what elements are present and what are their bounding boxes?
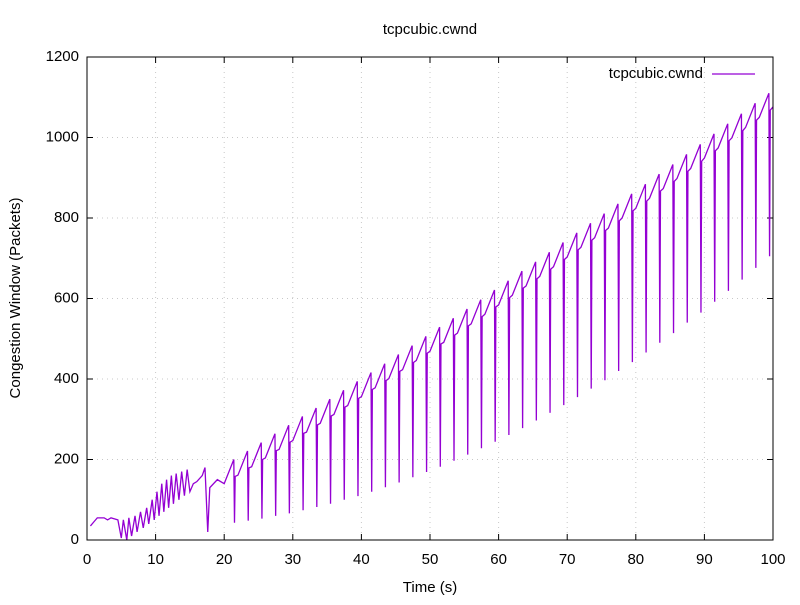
- x-tick-label: 80: [627, 551, 644, 568]
- chart-title: tcpcubic.cwnd: [383, 21, 477, 38]
- y-tick-label: 1200: [46, 48, 79, 65]
- x-tick-label: 70: [559, 551, 576, 568]
- y-tick-label: 0: [71, 531, 79, 548]
- x-tick-label: 30: [284, 551, 301, 568]
- y-tick-label: 800: [54, 209, 79, 226]
- data-line: [89, 92, 774, 541]
- y-tick-label: 1000: [46, 128, 79, 145]
- x-tick-label: 60: [490, 551, 507, 568]
- x-tick-label: 90: [696, 551, 713, 568]
- x-tick-label: 10: [147, 551, 164, 568]
- x-tick-label: 50: [422, 551, 439, 568]
- x-tick-label: 40: [353, 551, 370, 568]
- y-tick-label: 200: [54, 450, 79, 467]
- y-tick-label: 400: [54, 370, 79, 387]
- x-tick-label: 0: [83, 551, 91, 568]
- x-axis-label: Time (s): [403, 579, 457, 596]
- legend-label: tcpcubic.cwnd: [609, 65, 703, 82]
- y-tick-label: 600: [54, 289, 79, 306]
- x-tick-label: 100: [760, 551, 785, 568]
- x-tick-label: 20: [216, 551, 233, 568]
- y-axis-label: Congestion Window (Packets): [7, 198, 24, 399]
- plot-border: [86, 56, 774, 541]
